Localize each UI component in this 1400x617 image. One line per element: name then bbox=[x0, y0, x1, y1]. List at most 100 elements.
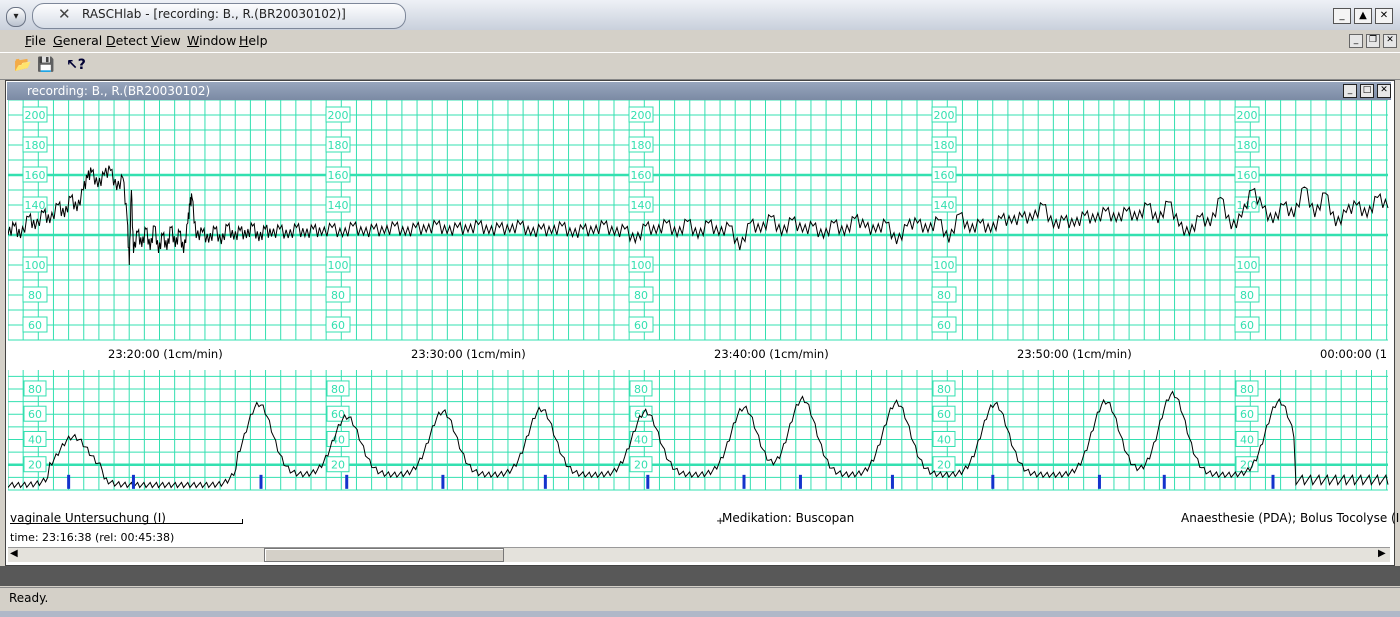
menu-view[interactable]: View bbox=[151, 33, 181, 48]
fhr-axis-label: 200 bbox=[328, 109, 349, 122]
toco-axis-label: 80 bbox=[634, 383, 648, 396]
toco-axis-label: 80 bbox=[331, 383, 345, 396]
contraction-marker bbox=[543, 474, 547, 489]
menu-help[interactable]: Help bbox=[239, 33, 268, 48]
fhr-axis-label: 80 bbox=[634, 289, 648, 302]
help-icon[interactable]: ↖? bbox=[66, 57, 86, 73]
menu-detect[interactable]: Detect bbox=[106, 33, 148, 48]
contraction-marker bbox=[890, 474, 894, 489]
toco-axis-label: 20 bbox=[331, 459, 345, 472]
contraction-marker bbox=[259, 474, 263, 489]
child-maximize-button[interactable]: □ bbox=[1360, 84, 1374, 98]
time-readout: time: 23:16:38 (rel: 00:45:38) bbox=[10, 531, 175, 544]
fhr-axis-label: 180 bbox=[1237, 139, 1258, 152]
fhr-label-box bbox=[325, 316, 351, 333]
menu-general[interactable]: General bbox=[53, 33, 103, 48]
fhr-label-box bbox=[325, 286, 351, 303]
menu-window[interactable]: Window bbox=[187, 33, 237, 48]
annotation-left-line bbox=[10, 523, 242, 524]
scroll-left-arrow-icon[interactable]: ◀ bbox=[10, 548, 18, 559]
fhr-label-box bbox=[1234, 316, 1260, 333]
fhr-axis-label: 160 bbox=[1237, 169, 1258, 182]
toco-label-box bbox=[932, 405, 956, 422]
toco-label-box bbox=[326, 430, 350, 447]
toco-label-box bbox=[1235, 405, 1259, 422]
fhr-label-box bbox=[931, 106, 957, 123]
open-folder-icon[interactable]: 📂 bbox=[14, 57, 32, 73]
contraction-marker bbox=[441, 474, 445, 489]
contraction-marker bbox=[131, 474, 135, 489]
fhr-label-box bbox=[1234, 166, 1260, 183]
fhr-axis-label: 140 bbox=[934, 199, 955, 212]
scroll-right-arrow-icon[interactable]: ▶ bbox=[1378, 548, 1386, 559]
fhr-axis-label: 180 bbox=[25, 139, 46, 152]
toco-label-box bbox=[932, 430, 956, 447]
fhr-axis-label: 180 bbox=[631, 139, 652, 152]
contraction-marker bbox=[798, 474, 802, 489]
fhr-label-box bbox=[628, 106, 654, 123]
mdi-minimize-button[interactable]: _ bbox=[1349, 34, 1363, 48]
fhr-label-box bbox=[628, 286, 654, 303]
menu-bar bbox=[0, 30, 1400, 52]
fhr-axis-label: 140 bbox=[328, 199, 349, 212]
toco-label-box bbox=[629, 430, 653, 447]
fhr-label-box bbox=[22, 196, 48, 213]
fhr-axis-label: 200 bbox=[934, 109, 955, 122]
fhr-label-box bbox=[628, 196, 654, 213]
child-close-button[interactable]: ✕ bbox=[1377, 84, 1391, 98]
contraction-marker bbox=[67, 474, 71, 489]
toco-label-box bbox=[23, 380, 47, 397]
fhr-axis-label: 160 bbox=[631, 169, 652, 182]
fhr-axis-label: 100 bbox=[631, 259, 652, 272]
toco-label-box bbox=[629, 456, 653, 473]
mdi-close-button[interactable]: ✕ bbox=[1383, 34, 1397, 48]
toco-label-box bbox=[23, 456, 47, 473]
toco-label-box bbox=[932, 380, 956, 397]
fhr-trace bbox=[8, 165, 1389, 266]
fhr-label-box bbox=[931, 166, 957, 183]
child-minimize-button[interactable]: _ bbox=[1343, 84, 1357, 98]
window-title: RASCHlab - [recording: B., R.(BR20030102… bbox=[82, 7, 346, 21]
toolbar bbox=[0, 52, 1400, 80]
maximize-button[interactable]: ▲ bbox=[1354, 8, 1372, 24]
fhr-axis-label: 140 bbox=[631, 199, 652, 212]
window-menu-button[interactable]: ▾ bbox=[6, 7, 26, 27]
time-axis-label: 23:40:00 (1cm/min) bbox=[714, 347, 829, 361]
fhr-label-box bbox=[628, 166, 654, 183]
fhr-label-box bbox=[931, 256, 957, 273]
fhr-axis-label: 200 bbox=[631, 109, 652, 122]
fhr-label-box bbox=[931, 136, 957, 153]
recording-window-title: recording: B., R.(BR20030102) bbox=[27, 84, 211, 98]
fhr-axis-label: 60 bbox=[937, 319, 951, 332]
close-button[interactable]: ✕ bbox=[1375, 8, 1393, 24]
scroll-thumb[interactable] bbox=[264, 548, 504, 562]
fhr-label-box bbox=[931, 316, 957, 333]
toco-axis-label: 80 bbox=[1240, 383, 1254, 396]
time-axis-label: 00:00:00 (1 bbox=[1320, 347, 1387, 361]
recording-window-titlebar bbox=[7, 82, 1391, 100]
contraction-marker bbox=[742, 474, 746, 489]
save-icon[interactable]: 💾 bbox=[37, 57, 55, 73]
fhr-axis-label: 80 bbox=[28, 289, 42, 302]
minimize-button[interactable]: _ bbox=[1333, 8, 1351, 24]
fhr-label-box bbox=[22, 286, 48, 303]
toco-label-box bbox=[23, 430, 47, 447]
mdi-workspace bbox=[0, 566, 1400, 586]
fhr-label-box bbox=[22, 136, 48, 153]
mdi-restore-button[interactable]: ❐ bbox=[1366, 34, 1380, 48]
time-axis-label: 23:30:00 (1cm/min) bbox=[411, 347, 526, 361]
bottom-strip bbox=[0, 611, 1400, 617]
contraction-marker bbox=[1271, 474, 1275, 489]
toco-label-box bbox=[1235, 430, 1259, 447]
ctg-chart: 200 180 160 140 100 80 60 80 60 40 20 200 180 160 140 1… bbox=[8, 100, 1389, 491]
fhr-axis-label: 100 bbox=[25, 259, 46, 272]
toco-axis-label: 40 bbox=[937, 433, 951, 446]
contraction-marker bbox=[1162, 474, 1166, 489]
toco-axis-label: 40 bbox=[634, 433, 648, 446]
contraction-marker bbox=[345, 474, 349, 489]
fhr-axis-label: 60 bbox=[28, 319, 42, 332]
status-bar bbox=[0, 587, 1400, 612]
toco-axis-label: 20 bbox=[634, 459, 648, 472]
menu-file[interactable]: File bbox=[25, 33, 46, 48]
horizontal-scrollbar[interactable] bbox=[8, 547, 1390, 562]
